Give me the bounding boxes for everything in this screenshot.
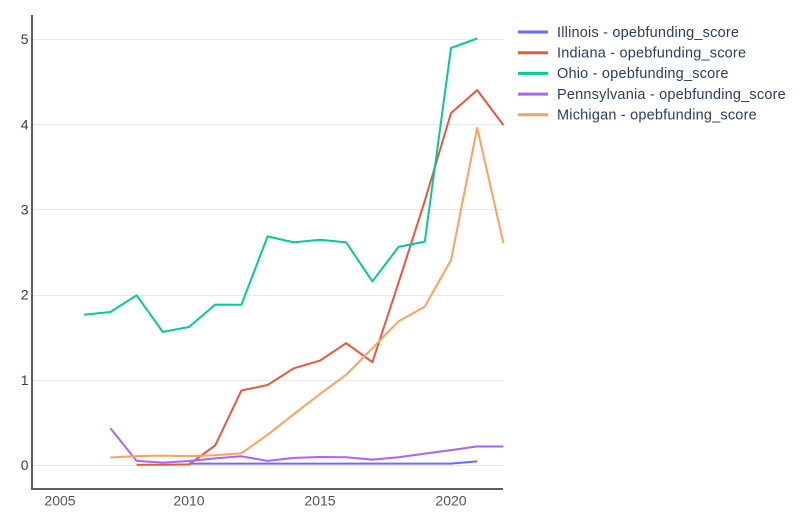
svg-text:Pennsylvania - opebfunding_sco: Pennsylvania - opebfunding_score bbox=[557, 87, 786, 103]
svg-text:2020: 2020 bbox=[435, 493, 466, 509]
svg-text:Michigan - opebfunding_score: Michigan - opebfunding_score bbox=[557, 107, 757, 123]
svg-text:2010: 2010 bbox=[173, 493, 204, 509]
svg-text:4: 4 bbox=[21, 116, 29, 132]
svg-text:Ohio - opebfunding_score: Ohio - opebfunding_score bbox=[557, 66, 729, 82]
svg-text:Indiana - opebfunding_score: Indiana - opebfunding_score bbox=[557, 46, 746, 62]
svg-text:2: 2 bbox=[21, 287, 29, 303]
svg-text:0: 0 bbox=[21, 457, 29, 473]
svg-text:Illinois - opebfunding_score: Illinois - opebfunding_score bbox=[557, 25, 739, 41]
svg-text:2005: 2005 bbox=[44, 493, 75, 509]
svg-text:5: 5 bbox=[21, 31, 29, 47]
svg-text:1: 1 bbox=[21, 372, 29, 388]
svg-text:2015: 2015 bbox=[304, 493, 335, 509]
svg-text:3: 3 bbox=[21, 202, 29, 218]
